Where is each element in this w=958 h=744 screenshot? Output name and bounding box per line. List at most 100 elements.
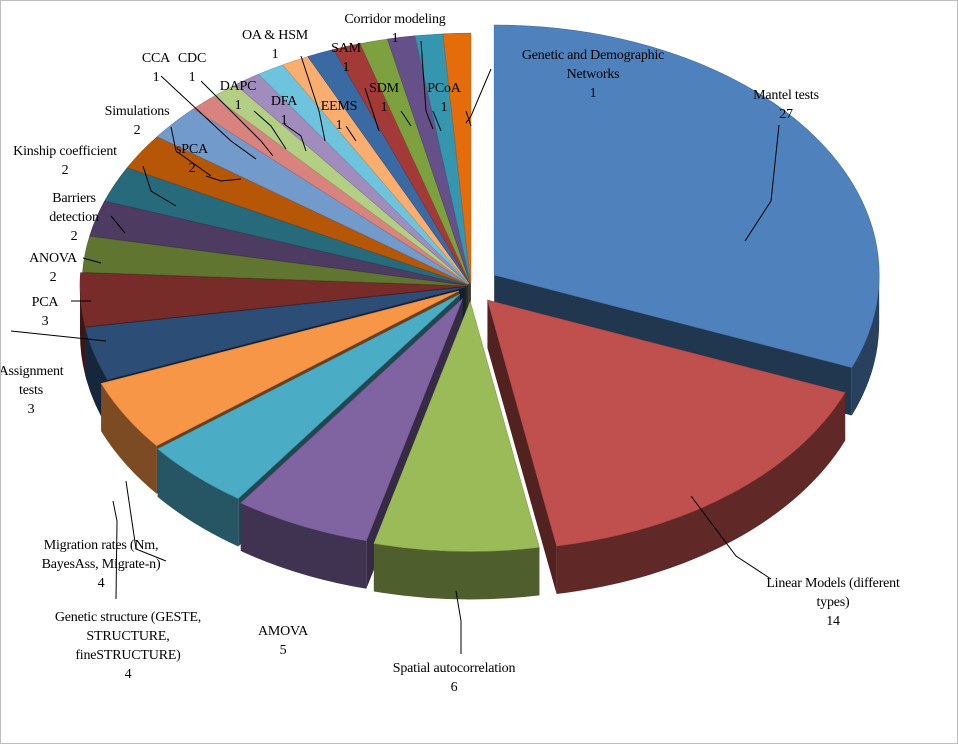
slice-value: 1 bbox=[153, 70, 160, 85]
slice-value: 2 bbox=[71, 229, 78, 244]
slice-label: Kinship coefficient 2 bbox=[13, 144, 117, 178]
slice-label-text: Corridor modeling bbox=[344, 12, 445, 27]
slice-label-text: ANOVA bbox=[29, 251, 78, 266]
slice-label-text: PCA bbox=[32, 295, 60, 310]
slice-value: 3 bbox=[42, 314, 49, 329]
leader-line bbox=[300, 55, 326, 142]
slice-label: CDC 1 bbox=[178, 51, 206, 85]
slice-value: 4 bbox=[125, 667, 132, 682]
leader-line bbox=[10, 330, 107, 342]
slice-label-text: Networks bbox=[567, 67, 620, 82]
slice-label-text: PCoA bbox=[427, 81, 462, 96]
slice-value: 1 bbox=[590, 86, 597, 101]
slice-spatial-autocorrelation bbox=[373, 300, 540, 552]
slice-linear-models-different-types bbox=[487, 299, 846, 547]
slice-label: Genetic structure (GESTE, STRUCTURE, fineS… bbox=[55, 610, 201, 682]
slice-mantel-tests bbox=[493, 24, 880, 368]
leader-line bbox=[205, 175, 242, 182]
slice-value: 2 bbox=[62, 163, 69, 178]
slice-label-text: EEMS bbox=[321, 99, 358, 114]
slice-label-text: Kinship coefficient bbox=[13, 144, 117, 159]
slice-value: 2 bbox=[134, 123, 141, 138]
slice-value: 5 bbox=[280, 643, 287, 658]
slice-label: Barriers detection 2 bbox=[49, 191, 99, 244]
slice-genetic-structure-geste-structure-finestructure bbox=[157, 293, 461, 499]
slice-label: sPCA 2 bbox=[176, 142, 209, 176]
slice-label-text: AMOVA bbox=[258, 624, 309, 639]
slice-label: PCA 3 bbox=[32, 295, 60, 329]
slice-value: 1 bbox=[272, 47, 279, 62]
slice-genetic-and-demographic-networks bbox=[442, 32, 472, 284]
slice-labels: Mantel tests 27 Linear Models (different ty… bbox=[1, 12, 900, 695]
slice-label: Corridor modeling 1 bbox=[344, 12, 445, 46]
slice-value: 1 bbox=[281, 113, 288, 128]
slice-label: ANOVA 2 bbox=[29, 251, 78, 285]
slice-label-text: Mantel tests bbox=[753, 88, 819, 103]
slice-amova bbox=[240, 298, 463, 542]
slice-label-text: SAM bbox=[331, 41, 361, 56]
slice-value: 4 bbox=[98, 576, 105, 591]
slice-label: OA & HSM 1 bbox=[242, 28, 309, 62]
slice-label-text: Genetic structure (GESTE, bbox=[55, 610, 201, 625]
slice-value: 1 bbox=[441, 100, 448, 115]
slice-label: Mantel tests 27 bbox=[753, 88, 819, 122]
slice-label-text: detection bbox=[49, 210, 99, 225]
slice-rim-mantel-tests bbox=[851, 275, 880, 416]
leader-line bbox=[82, 257, 102, 264]
slice-label-text: types) bbox=[816, 595, 850, 610]
slice-value: 14 bbox=[826, 614, 840, 629]
leader-line bbox=[345, 125, 357, 142]
slice-value: 2 bbox=[50, 270, 57, 285]
leader-line bbox=[283, 123, 307, 152]
slice-value: 27 bbox=[779, 107, 793, 122]
leader-line bbox=[400, 110, 412, 127]
leader-line bbox=[170, 126, 212, 177]
slice-value: 1 bbox=[392, 31, 399, 46]
slice-label-text: Simulations bbox=[105, 104, 170, 119]
slice-tops bbox=[79, 24, 880, 552]
slice-label: PCoA 1 bbox=[427, 81, 462, 115]
slice-label: AMOVA 5 bbox=[258, 624, 309, 658]
slice-label: DAPC 1 bbox=[220, 79, 257, 113]
slice-label-text: tests bbox=[19, 383, 43, 398]
slice-label-text: Linear Models (different bbox=[766, 576, 900, 591]
slice-rim-linear-models-different-types bbox=[556, 392, 846, 595]
slice-label-text: Spatial autocorrelation bbox=[393, 661, 516, 676]
slice-rim-genetic-structure-geste-structure-finestructure bbox=[157, 448, 239, 547]
leader-line bbox=[744, 124, 780, 242]
slice-label: Spatial autocorrelation 6 bbox=[393, 661, 516, 695]
leader-line bbox=[253, 110, 287, 150]
slice-assignment-tests bbox=[84, 286, 466, 381]
leader-line bbox=[432, 110, 442, 132]
slice-label-text: DFA bbox=[271, 94, 298, 109]
leader-line bbox=[465, 68, 492, 124]
slice-label: EEMS 1 bbox=[321, 99, 358, 133]
slice-label: Assignment tests 3 bbox=[1, 364, 64, 417]
leader-line bbox=[110, 215, 126, 234]
slice-simulations bbox=[126, 136, 468, 285]
slice-value: 2 bbox=[189, 161, 196, 176]
slice-rim-migration-rates-nm-bayesass-migrate-n bbox=[101, 383, 157, 494]
slice-value: 6 bbox=[451, 680, 458, 695]
leader-lines bbox=[10, 40, 780, 654]
slice-rim-spatial-autocorrelation bbox=[373, 543, 540, 600]
slice-label-text: SDM bbox=[369, 81, 399, 96]
slice-label-text: Assignment bbox=[1, 364, 64, 379]
leader-line bbox=[125, 480, 167, 562]
slice-label: Linear Models (different types) 14 bbox=[766, 576, 900, 629]
leader-line bbox=[690, 495, 772, 580]
leader-line bbox=[142, 165, 177, 207]
slice-side-linear-models-different-types-1 bbox=[487, 300, 557, 595]
slice-label-text: DAPC bbox=[220, 79, 257, 94]
leader-line bbox=[455, 590, 462, 654]
leader-line bbox=[200, 80, 274, 157]
leader-line bbox=[160, 75, 257, 160]
slice-label-text: fineSTRUCTURE) bbox=[75, 648, 181, 663]
slice-label: SDM 1 bbox=[369, 81, 399, 115]
slice-barriers-detection bbox=[89, 200, 468, 286]
slice-label: Genetic and Demographic Networks 1 bbox=[522, 48, 664, 101]
slice-pca bbox=[79, 272, 466, 327]
slice-label: DFA 1 bbox=[271, 94, 298, 128]
